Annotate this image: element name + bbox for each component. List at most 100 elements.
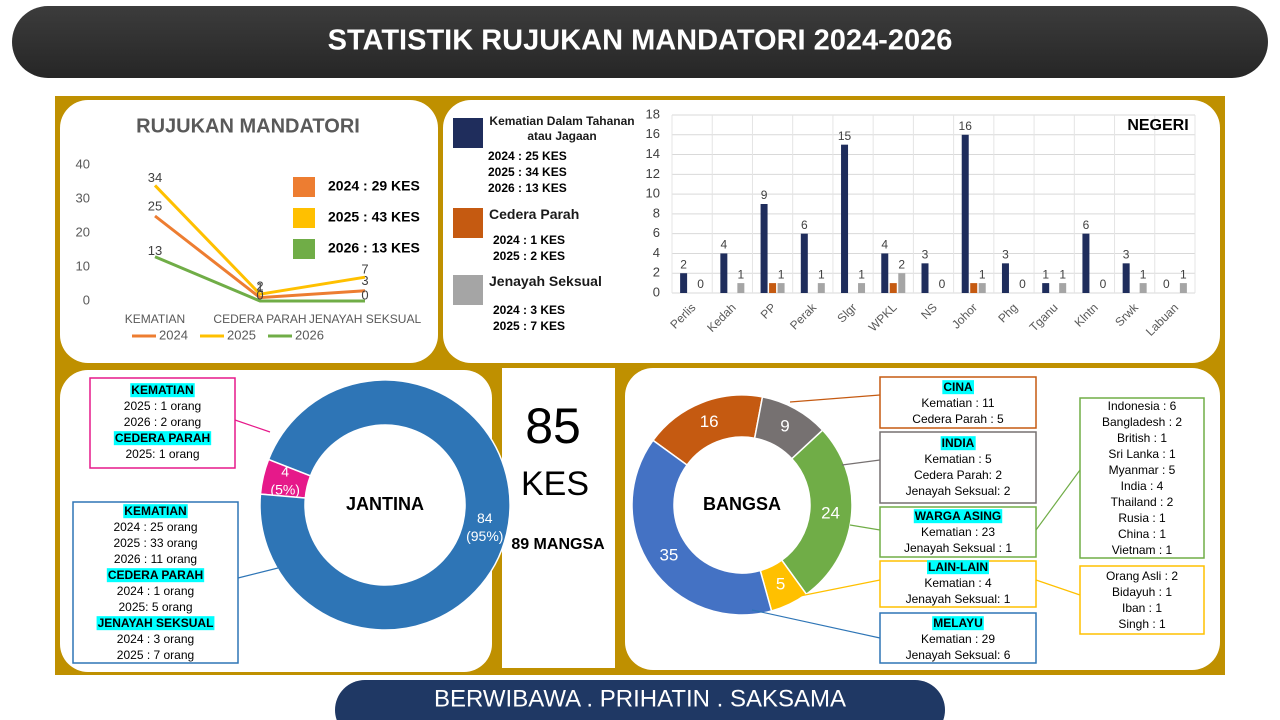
y-tick-label: 4 [653, 245, 660, 260]
data-label: 9 [761, 188, 768, 202]
data-label: 4 [721, 238, 728, 252]
y-tick-label: 16 [646, 126, 660, 141]
bar [720, 253, 728, 293]
bar [760, 204, 768, 293]
callout-heading: MELAYU [933, 616, 983, 630]
y-tick-label: 14 [646, 146, 660, 161]
slice-label: 16 [700, 412, 719, 431]
data-label: 1 [818, 267, 825, 281]
bar [881, 253, 889, 293]
x-tick-label: KEMATIAN [125, 312, 185, 326]
bar [970, 283, 978, 293]
annotation-swatch [293, 208, 315, 228]
line-panel [60, 100, 438, 363]
series-line [154, 214, 366, 300]
bar [769, 283, 777, 293]
slice-label: 24 [821, 503, 840, 522]
annotation: 2024 : 29 KES [328, 178, 420, 194]
chart-title: RUJUKAN MANDATORI [136, 115, 360, 137]
callout-line: China : 1 [1118, 527, 1166, 541]
callout-line: Bidayuh : 1 [1112, 585, 1172, 599]
data-label: 1 [778, 267, 785, 281]
annotation-swatch [293, 177, 315, 197]
data-label: 0 [697, 277, 704, 291]
callout-line: Bangladesh : 2 [1102, 415, 1182, 429]
data-label: 0 [256, 287, 263, 302]
data-label: 16 [959, 119, 973, 133]
bar [817, 283, 825, 293]
bar [898, 273, 906, 293]
callout-line: British : 1 [1117, 431, 1167, 445]
callout-line: Vietnam : 1 [1112, 543, 1173, 557]
chart-title: NEGERI [1127, 117, 1188, 134]
callout-box [1079, 565, 1205, 635]
callout-line: India : 4 [1121, 479, 1164, 493]
callout-line: 2025: 1 orang [125, 447, 199, 461]
callout-line: Orang Asli : 2 [1106, 569, 1178, 583]
legend-detail: 2024 : 25 KES [488, 149, 567, 163]
x-tick-label: JENAYAH SEKSUAL [309, 312, 422, 326]
heading-highlight [942, 380, 974, 395]
callout-line: Kematian : 29 [921, 632, 995, 646]
callout-line: Kematian : 4 [924, 576, 992, 590]
donut-slice [259, 379, 511, 631]
legend-swatch [453, 208, 483, 238]
series-line [153, 184, 366, 296]
heading-highlight [913, 509, 1003, 524]
slice-percent: (95%) [466, 528, 503, 544]
total-panel [502, 368, 615, 668]
victims: 89 MANGSA [511, 536, 605, 553]
header-title: STATISTIK RUJUKAN MANDATORI 2024-2026 [328, 25, 953, 57]
total-cases: 85 [525, 398, 581, 454]
heading-highlight [96, 616, 215, 631]
callout-line: Singh : 1 [1118, 617, 1166, 631]
y-tick-label: 0 [653, 284, 660, 299]
callout-line: Jenayah Seksual: 1 [906, 592, 1011, 606]
callout-line: Kematian : 23 [921, 525, 995, 539]
callout-line: Jenayah Seksual: 2 [906, 484, 1011, 498]
data-label: 6 [1083, 218, 1090, 232]
callout-line: 2025 : 7 orang [117, 648, 194, 662]
callout-heading: CINA [943, 380, 973, 394]
y-tick-label: 8 [653, 205, 660, 220]
bar [961, 134, 969, 293]
connector [1035, 469, 1081, 531]
legend-swatch [453, 275, 483, 305]
data-label: 3 [1002, 248, 1009, 262]
legend-detail: 2024 : 3 KES [493, 303, 565, 317]
callout-line: 2025 : 1 orang [124, 399, 201, 413]
annotation: 2025 : 43 KES [328, 209, 420, 225]
callout-line: 2025: 5 orang [118, 600, 192, 614]
legend-label: Jenayah Seksual [489, 274, 602, 289]
legend-detail: 2024 : 1 KES [493, 233, 565, 247]
data-label: 1 [256, 280, 263, 295]
legend-detail: 2025 : 2 KES [493, 249, 565, 263]
callout-line: Kematian : 11 [921, 396, 994, 410]
slice-label: 84 [477, 510, 493, 526]
data-label: 6 [801, 218, 808, 232]
data-label: 7 [361, 262, 368, 277]
callout-heading: CEDERA PARAH [108, 568, 203, 582]
donut-title: JANTINA [346, 494, 424, 514]
y-tick-label: 40 [76, 156, 90, 171]
callout-line: Jenayah Seksual: 6 [906, 648, 1011, 662]
data-label: 4 [881, 238, 888, 252]
header-bar [12, 6, 1268, 78]
bar [680, 273, 688, 293]
legend-label: Cedera Parah [489, 207, 580, 222]
legend-detail: 2025 : 34 KES [488, 165, 567, 179]
heading-highlight [932, 616, 984, 631]
data-label: 2 [680, 257, 687, 271]
bar [1139, 283, 1147, 293]
donut-slice [631, 439, 773, 616]
x-tick-label: CEDERA PARAH [213, 312, 306, 326]
callout-line: Jenayah Seksual : 1 [904, 541, 1012, 555]
data-label: 1 [1140, 267, 1147, 281]
data-label: 0 [1163, 277, 1170, 291]
data-label: 1 [738, 267, 745, 281]
data-label: 1 [1180, 267, 1187, 281]
callout-line: Cedera Parah : 5 [912, 412, 1004, 426]
callout-line: 2025 : 33 orang [113, 536, 197, 550]
